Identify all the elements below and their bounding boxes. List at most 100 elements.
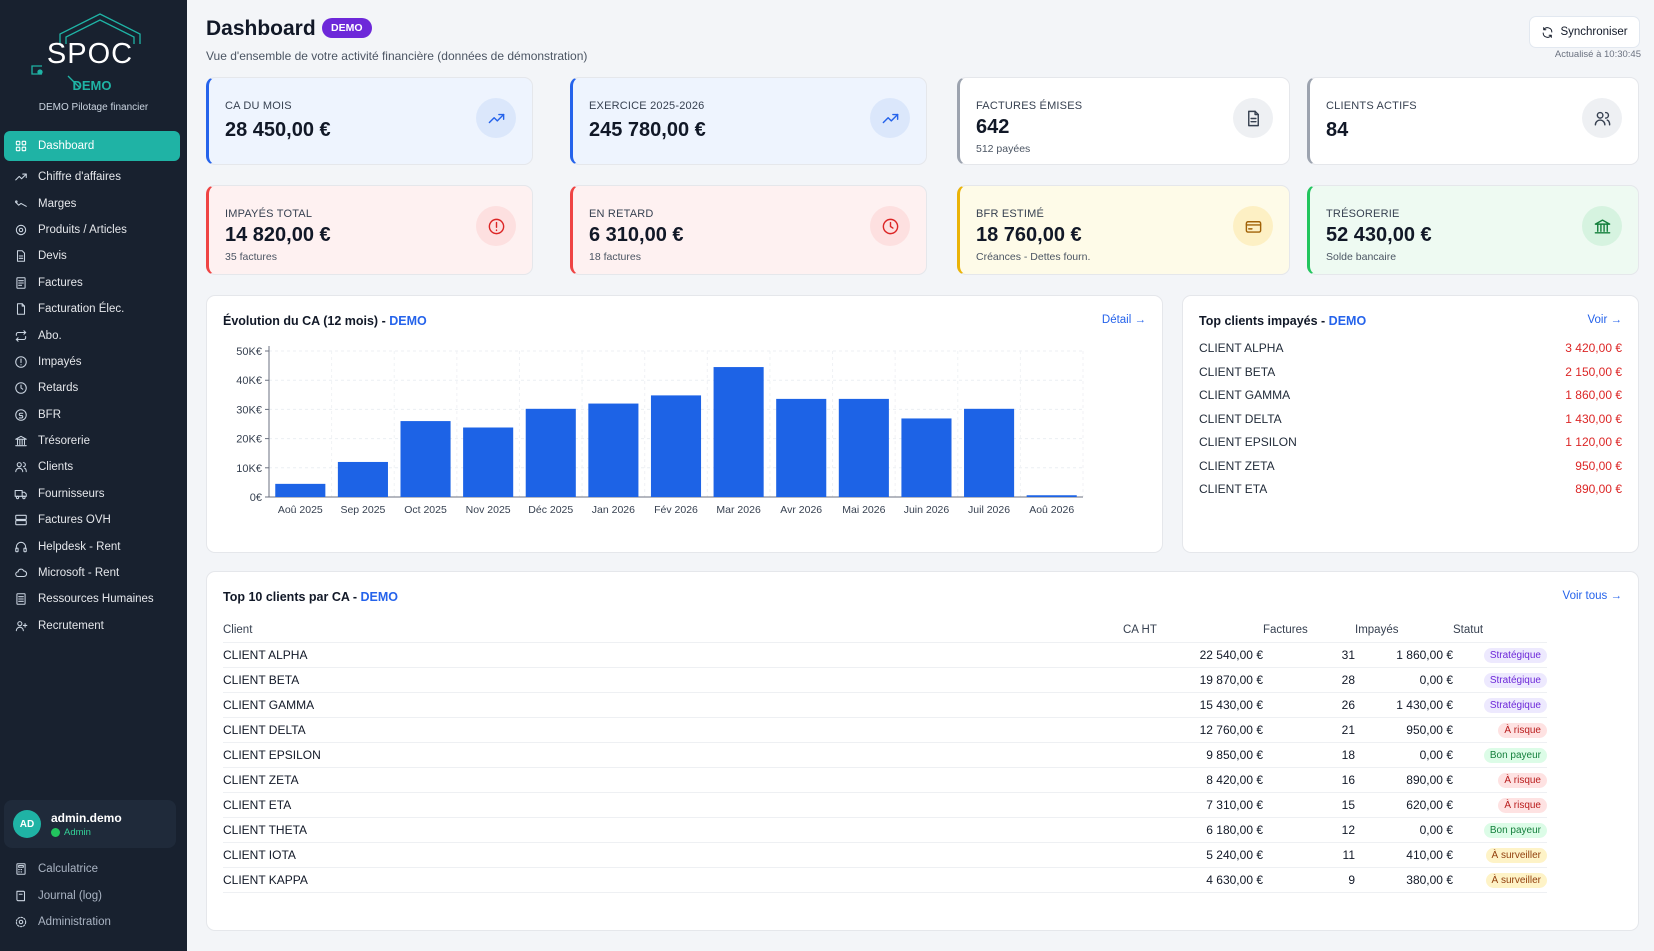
file-text-icon	[16, 250, 26, 263]
col-factures[interactable]: Factures	[1263, 618, 1355, 643]
chart-detail-link[interactable]: Détail →	[1101, 314, 1146, 326]
kpi-impayes[interactable]: Impayés total 14 820,00 € 35 factures	[206, 185, 533, 275]
cloud-icon	[15, 568, 28, 578]
sidebar-item-devis[interactable]: Devis	[4, 243, 180, 269]
kpi-tresorerie[interactable]: Trésorerie 52 430,00 € Solde bancaire	[1307, 185, 1639, 275]
sidebar-item-journal[interactable]: Journal (log)	[4, 882, 180, 908]
top-impayes-card: Top clients impayés - DEMO Voir → CLIENT…	[1182, 295, 1639, 553]
kpi-value: 14 820,00 €	[225, 224, 331, 246]
col-client[interactable]: Client	[223, 618, 1123, 643]
kpi-value: 28 450,00 €	[225, 119, 331, 141]
table-row[interactable]: CLIENT IOTA 5 240,00 €11 410,00 € À surveil…	[223, 842, 1547, 868]
list-item[interactable]: CLIENT ALPHA 3 420,00 €	[1199, 341, 1622, 355]
sidebar-item-abo[interactable]: Abo.	[4, 322, 180, 348]
table-row[interactable]: CLIENT THETA 6 180,00 €12 0,00 € Bon payeur	[223, 817, 1547, 843]
list-item[interactable]: CLIENT ZETA 950,00 €	[1199, 458, 1622, 473]
sync-button[interactable]: Synchroniser	[1529, 16, 1640, 48]
trending-up-icon	[882, 113, 898, 123]
kpi-exercice[interactable]: Exercice 2025-2026 245 780,00 €	[570, 77, 927, 165]
table-row[interactable]: CLIENT BETA 19 870,00 €28 0,00 € Stratégiqu…	[223, 667, 1547, 693]
sidebar-item-calculatrice[interactable]: Calculatrice	[4, 856, 180, 882]
sidebar-item-impayes[interactable]: Impayés	[4, 349, 180, 375]
status-badge: Stratégique	[1483, 647, 1547, 663]
kpi-clients[interactable]: Clients actifs 84	[1307, 77, 1639, 165]
sidebar-item-label: Devis	[38, 250, 67, 263]
sidebar-item-bfr[interactable]: BFR	[4, 402, 180, 428]
sidebar-item-facturation-elec[interactable]: Facturation Élec.	[4, 296, 180, 322]
bar-11	[964, 408, 1015, 497]
sidebar-item-chiffre-affaires[interactable]: Chiffre d'affaires	[4, 164, 180, 190]
col-ca[interactable]: CA HT	[1123, 618, 1263, 643]
x-tick-label: Nov 2025	[466, 504, 511, 516]
refresh-icon	[1543, 26, 1553, 38]
kpi-retard[interactable]: En retard 6 310,00 € 18 factures	[570, 185, 927, 275]
sidebar-item-produits[interactable]: Produits / Articles	[4, 217, 180, 243]
table-row[interactable]: CLIENT ZETA 8 420,00 €16 890,00 € À risque	[223, 767, 1547, 793]
sidebar-item-label: Fournisseurs	[38, 487, 105, 500]
sidebar-item-retards[interactable]: Retards	[4, 375, 180, 401]
sidebar-item-dashboard[interactable]: Dashboard	[4, 131, 180, 161]
bar-4	[525, 408, 576, 497]
y-tick-label: 10K€	[236, 463, 262, 475]
table-row[interactable]: CLIENT ALPHA 22 540,00 €31 1 860,00 € Strat…	[223, 642, 1547, 668]
gear-icon	[15, 916, 27, 928]
sidebar-item-microsoft[interactable]: Microsoft - Rent	[4, 560, 180, 586]
table-row[interactable]: CLIENT GAMMA 15 430,00 €26 1 430,00 € Strat…	[223, 692, 1547, 718]
kpi-ca-mois[interactable]: CA du mois 28 450,00 €	[206, 77, 533, 165]
top10-link[interactable]: Voir tous →	[1562, 590, 1622, 602]
col-statut[interactable]: Statut	[1453, 618, 1547, 643]
file-icon	[16, 303, 26, 315]
list-item[interactable]: CLIENT ETA 890,00 €	[1199, 482, 1622, 496]
spoc-logo[interactable]: SPOC DEMO	[28, 10, 158, 102]
kpi-sub: Solde bancaire	[1326, 251, 1397, 263]
x-tick-label: Sep 2025	[340, 504, 385, 516]
calculator-icon	[16, 863, 26, 875]
sidebar-item-helpdesk[interactable]: Helpdesk - Rent	[4, 533, 180, 559]
sidebar-item-recrutement[interactable]: Recrutement	[4, 613, 180, 639]
x-tick-label: Aoû 2025	[278, 504, 323, 516]
bar-7	[713, 367, 764, 497]
table-header: Client CA HT Factures Impayés Statut	[223, 618, 1547, 643]
demo-badge: DEMO	[322, 18, 372, 38]
bank-icon	[1594, 218, 1610, 234]
kpi-sub: Créances - Dettes fourn.	[976, 251, 1091, 263]
table-row[interactable]: CLIENT KAPPA 4 630,00 €9 380,00 € À surveil…	[223, 867, 1547, 893]
sidebar-item-clients[interactable]: Clients	[4, 454, 180, 480]
sidebar-item-tresorerie[interactable]: Trésorerie	[4, 428, 180, 454]
kpi-value: 18 760,00 €	[976, 224, 1082, 246]
y-tick-label: 30K€	[236, 404, 262, 416]
sidebar-item-marges[interactable]: Marges	[4, 190, 180, 216]
alert-circle-icon	[15, 356, 27, 368]
sidebar-item-label: Administration	[38, 915, 111, 928]
kpi-label: CA du mois	[225, 100, 292, 112]
status-badge: Bon payeur	[1483, 747, 1547, 763]
list-item[interactable]: CLIENT GAMMA 1 860,00 €	[1199, 388, 1622, 402]
id-card-icon	[16, 593, 26, 606]
sidebar-item-rh[interactable]: Ressources Humaines	[4, 586, 180, 612]
kpi-value: 642	[976, 116, 1010, 138]
list-item[interactable]: CLIENT BETA 2 150,00 €	[1199, 364, 1622, 379]
sidebar-nav: Dashboard Chiffre d'affaires Marges Prod…	[4, 131, 180, 639]
table-row[interactable]: CLIENT EPSILON 9 850,00 €18 0,00 € Bon paye…	[223, 742, 1547, 768]
y-tick-label: 20K€	[236, 434, 262, 446]
y-tick-label: 50K€	[236, 346, 262, 358]
sidebar-bottom-nav: Calculatrice Journal (log) Administratio…	[4, 856, 180, 935]
list-item[interactable]: CLIENT EPSILON 1 120,00 €	[1199, 435, 1622, 449]
user-card[interactable]: AD admin.demo Admin	[4, 800, 176, 848]
table-row[interactable]: CLIENT DELTA 12 760,00 €21 950,00 € À risqu…	[223, 717, 1547, 743]
top-impayes-link[interactable]: Voir →	[1587, 314, 1622, 326]
list-item[interactable]: CLIENT DELTA 1 430,00 €	[1199, 411, 1622, 426]
sidebar-item-factures-ovh[interactable]: Factures OVH	[4, 507, 180, 533]
sidebar-item-factures[interactable]: Factures	[4, 270, 180, 296]
ca-bar-chart: 0€ 10K€ 20K€ 30K€ 40K€ 50K€ Aoû 2025 Sep 2025 Oc…	[236, 346, 1084, 516]
kpi-value: 245 780,00 €	[589, 119, 706, 141]
kpi-factures[interactable]: Factures émises 642 512 payées	[957, 77, 1290, 165]
trending-up-icon	[15, 173, 27, 181]
sidebar-item-fournisseurs[interactable]: Fournisseurs	[4, 481, 180, 507]
user-plus-icon	[15, 620, 28, 632]
col-impayes[interactable]: Impayés	[1355, 618, 1453, 643]
sidebar-item-administration[interactable]: Administration	[4, 909, 180, 935]
kpi-bfr[interactable]: BFR estimé 18 760,00 € Créances - Dettes…	[957, 185, 1290, 275]
x-tick-label: Aoû 2026	[1029, 504, 1074, 516]
table-row[interactable]: CLIENT ETA 7 310,00 €15 620,00 € À risque	[223, 792, 1547, 818]
